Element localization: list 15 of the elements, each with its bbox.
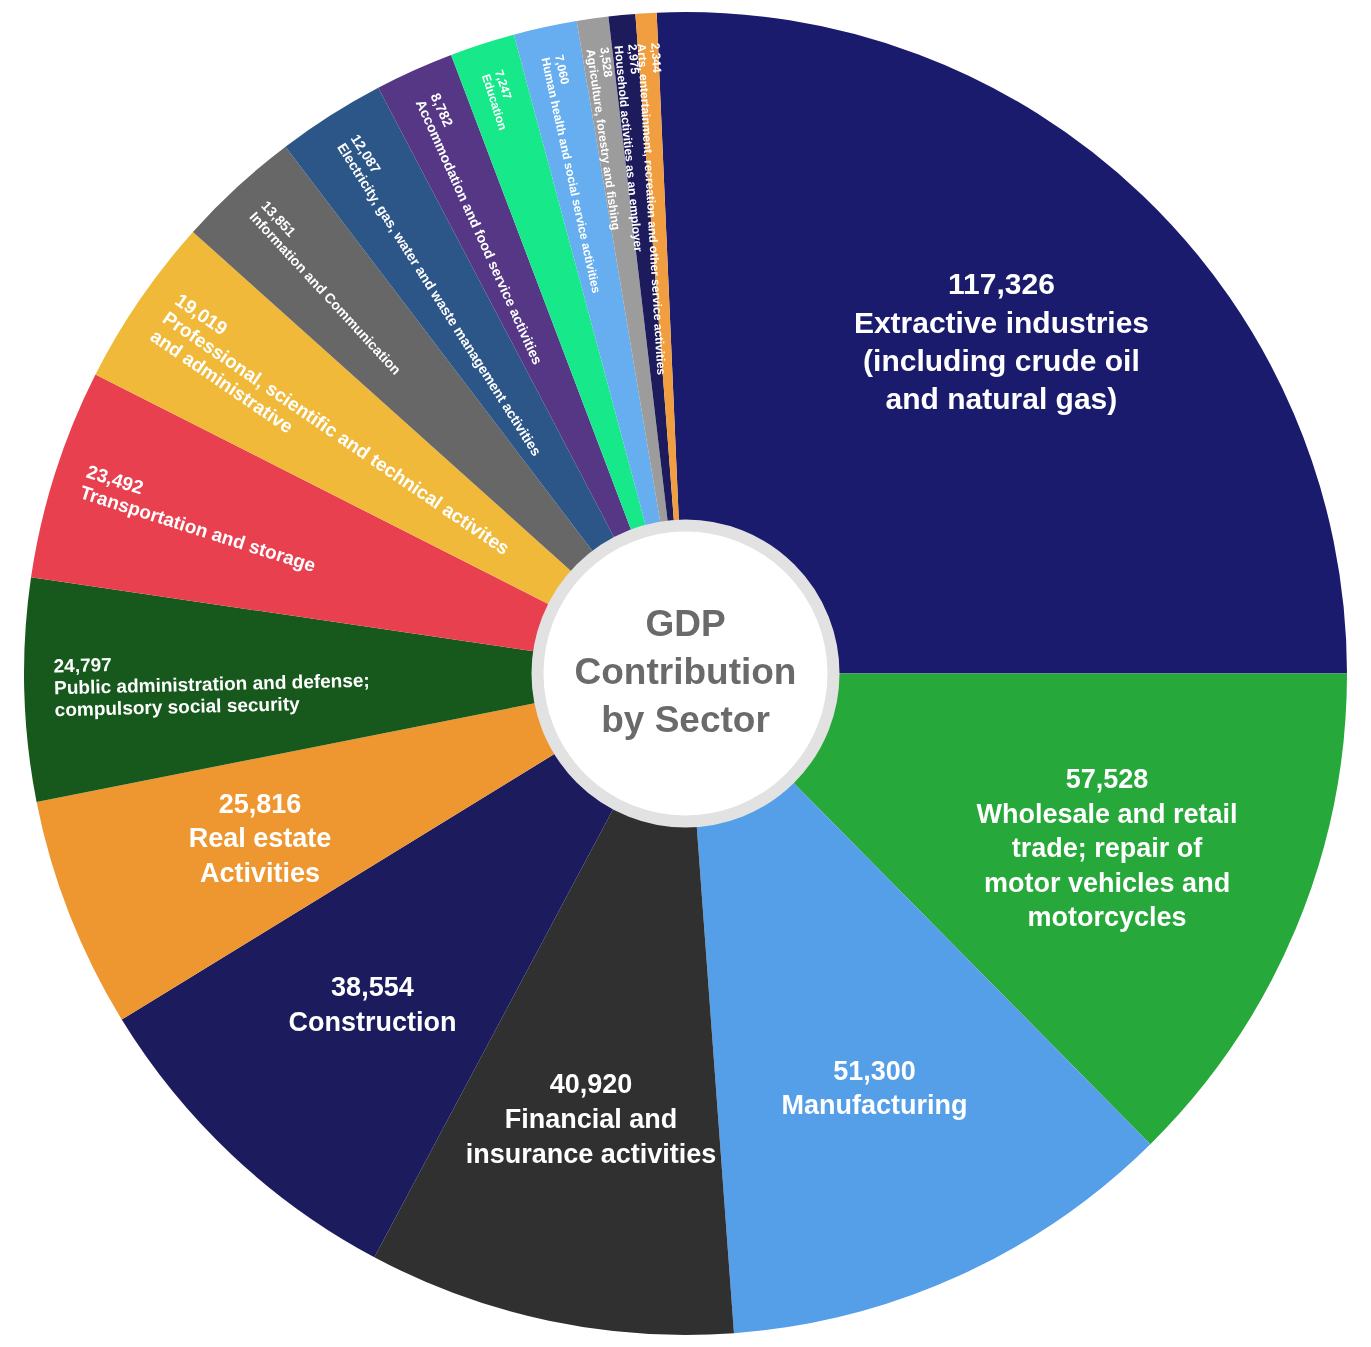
slice-label: Financial and insurance activities <box>465 1103 717 1169</box>
slice-label: Real estate Activities <box>188 823 332 888</box>
data-label: 2,344 <box>648 42 665 74</box>
data-label: 24,797 <box>53 654 112 677</box>
data-label: 25,816 <box>218 788 302 819</box>
data-label: 57,528 <box>1065 763 1149 794</box>
text: GDP Contribution by Sector <box>574 602 797 740</box>
slice-label: Manufacturing <box>781 1090 968 1121</box>
data-label: 40,920 <box>549 1069 633 1100</box>
data-label: 51,300 <box>833 1055 916 1086</box>
slice-label: Extractive industries (including crude oil and natural gas) <box>853 305 1150 416</box>
slice-label: Wholesale and retail trade; repair of motor vehicles and motorcycles <box>976 798 1238 933</box>
slice-label: Construction <box>288 1006 457 1037</box>
data-label: 117,326 <box>948 267 1055 301</box>
data-label: 38,554 <box>331 972 414 1003</box>
